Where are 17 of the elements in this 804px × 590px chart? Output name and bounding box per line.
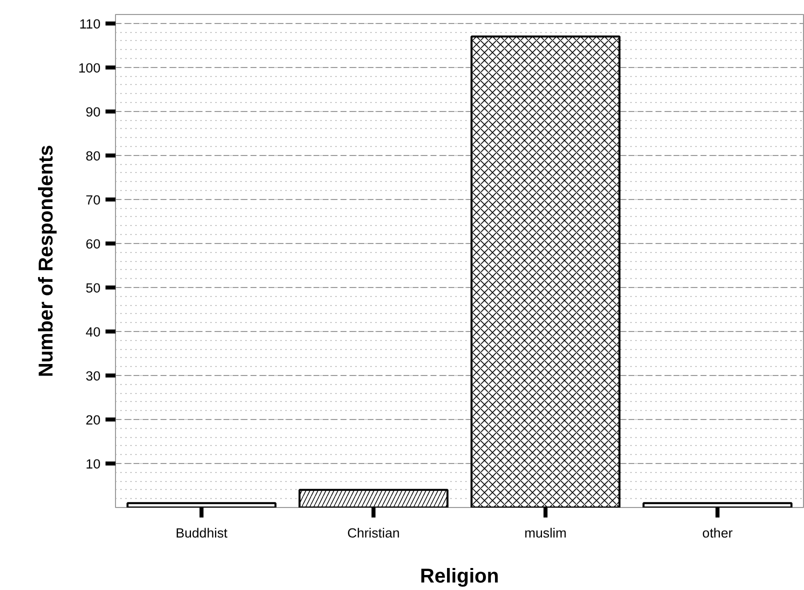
y-axis-title: Number of Respondents xyxy=(35,144,58,378)
x-tick-label: Buddhist xyxy=(176,526,228,540)
y-tick-label: 100 xyxy=(78,60,101,76)
y-tick-label: 60 xyxy=(86,236,101,252)
y-tick-label: 90 xyxy=(86,104,101,120)
y-tick-label: 110 xyxy=(79,16,100,32)
x-axis-title: Religion xyxy=(420,566,499,588)
y-tick-label: 80 xyxy=(86,148,101,164)
x-tick-label: muslim xyxy=(524,526,567,540)
x-tick-label: Christian xyxy=(347,526,400,540)
y-tick-label: 70 xyxy=(86,192,101,208)
y-tick-label: 40 xyxy=(86,324,101,340)
y-tick-label: 30 xyxy=(86,368,101,384)
y-tick-label: 10 xyxy=(86,456,101,472)
x-tick-label: other xyxy=(702,526,734,540)
y-tick-label: 50 xyxy=(86,280,101,296)
y-tick-label: 20 xyxy=(86,412,101,428)
